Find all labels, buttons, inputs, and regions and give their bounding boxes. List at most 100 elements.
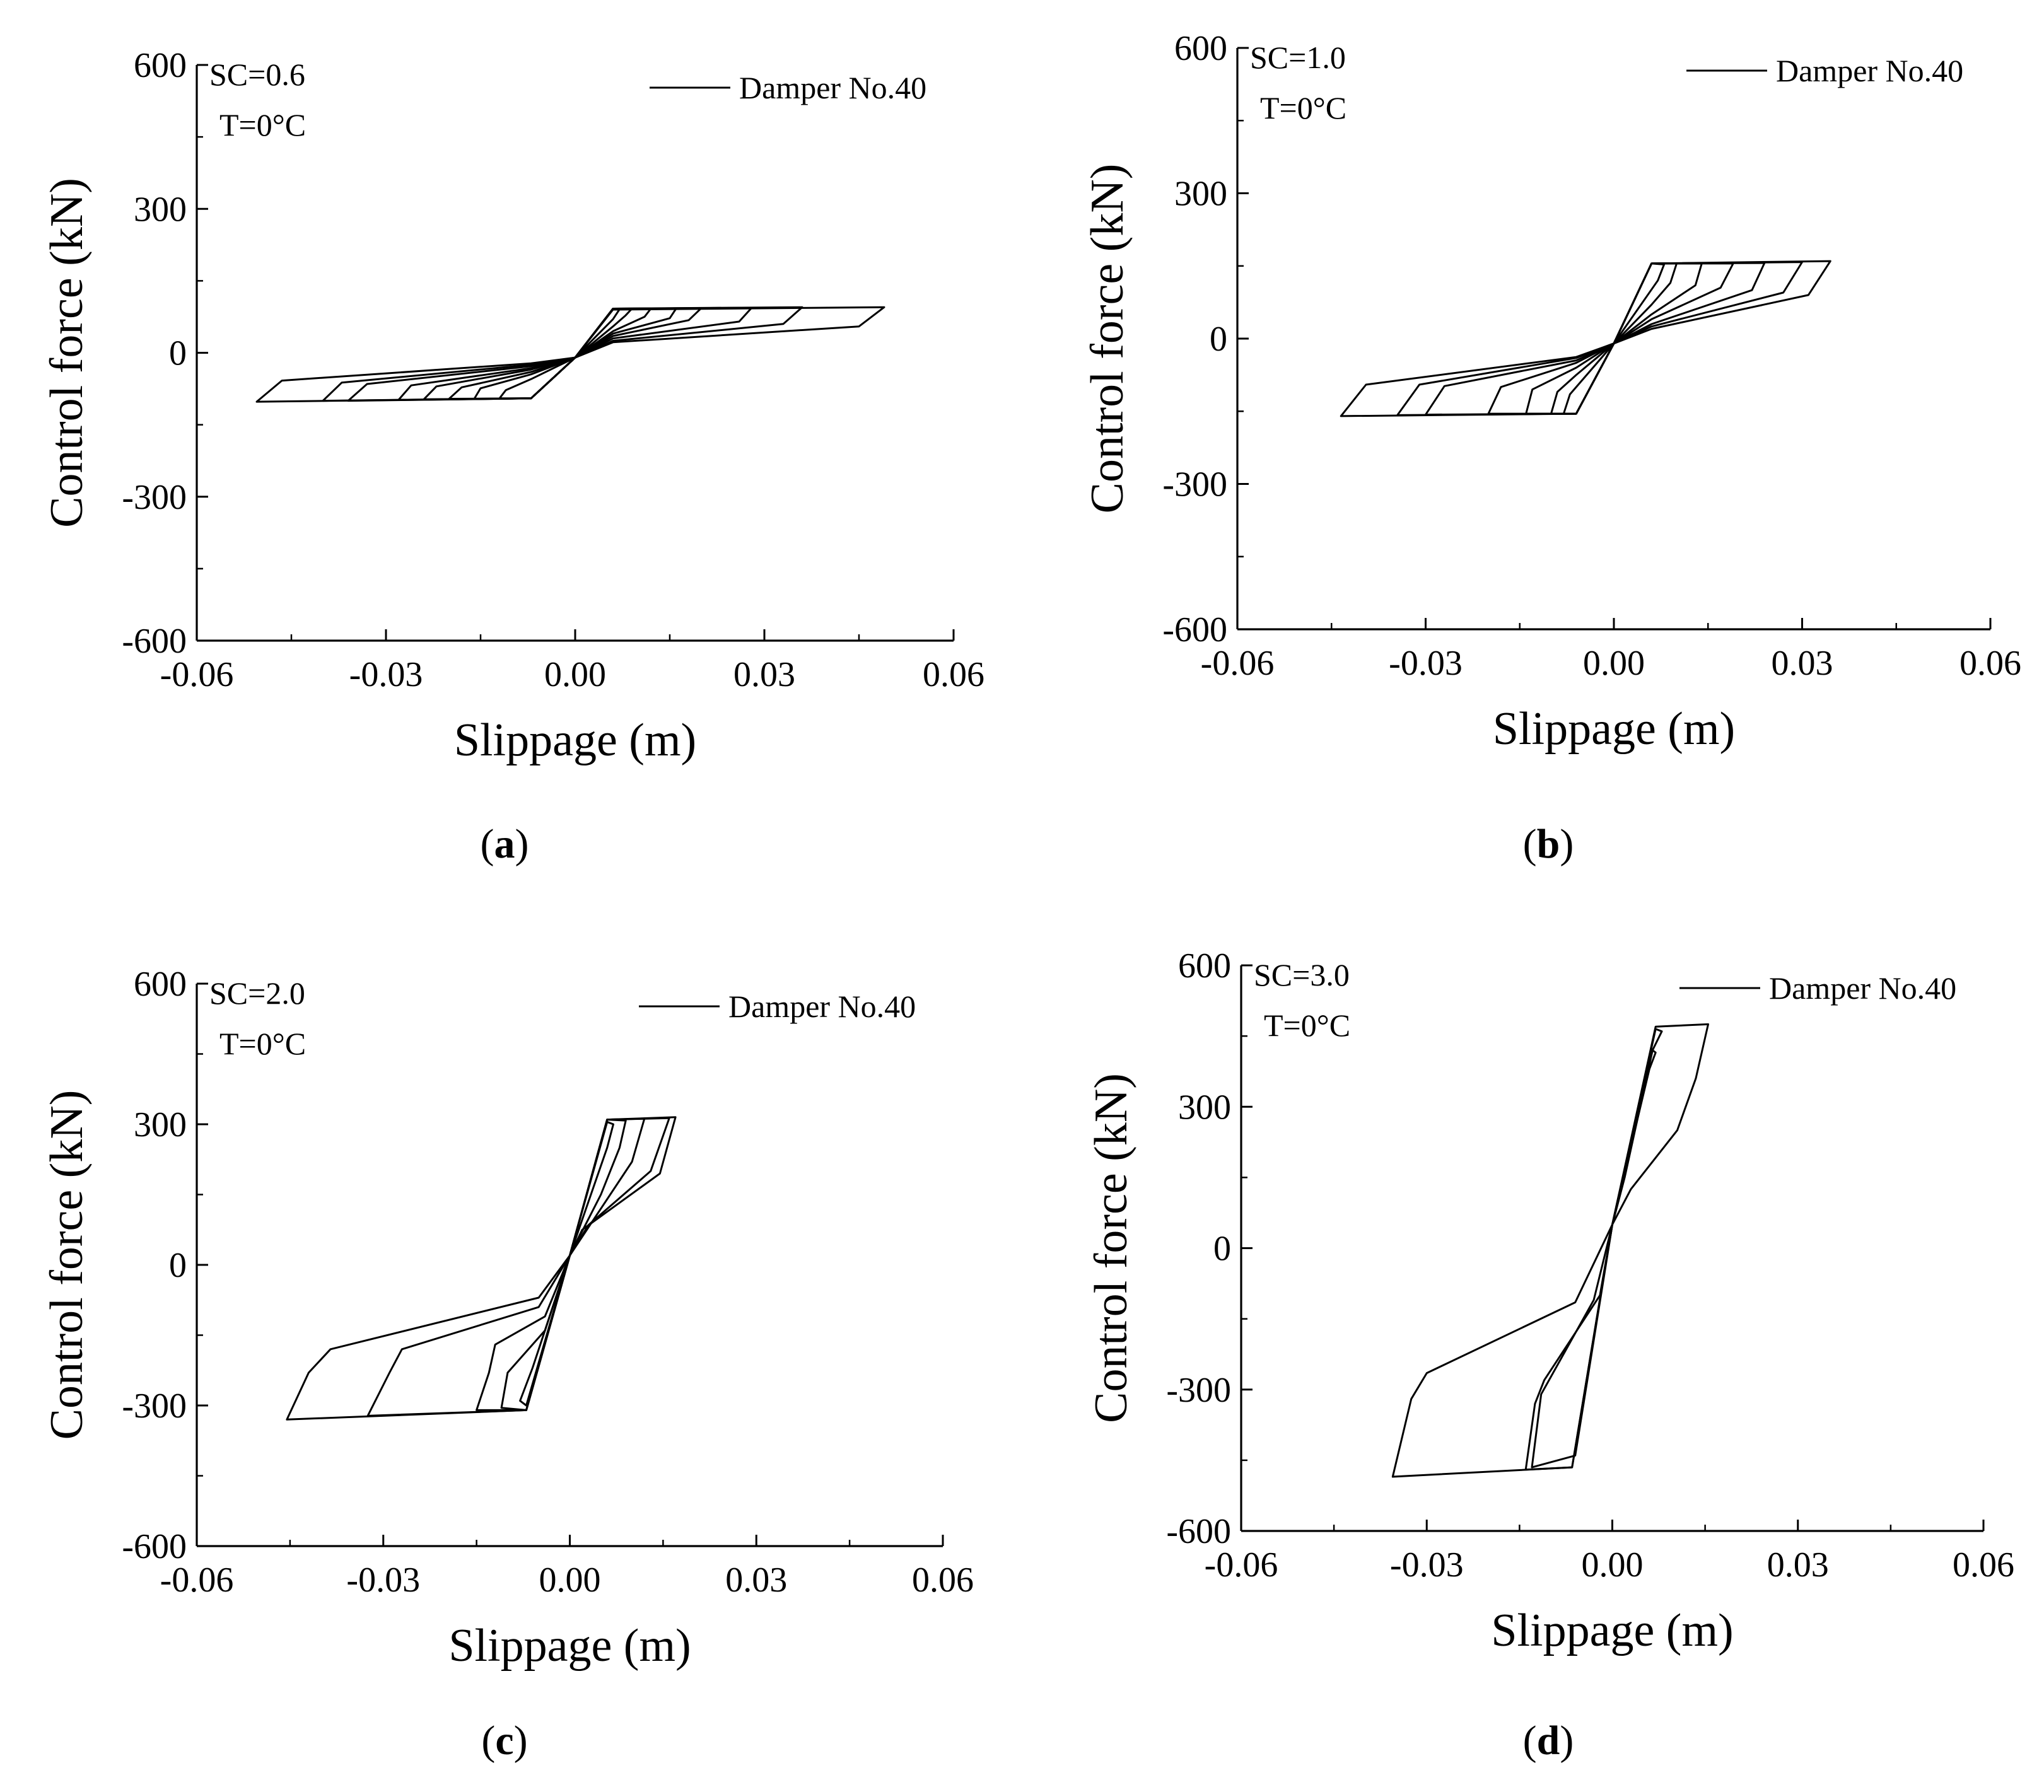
x-tick-label: 0.00 <box>544 655 606 694</box>
sc-annotation: SC=3.0 <box>1254 957 1350 992</box>
y-tick-label: 0 <box>169 1246 187 1285</box>
y-tick-label: 0 <box>169 334 187 373</box>
x-tick-label: -0.06 <box>1205 1545 1278 1585</box>
hysteresis-loop <box>347 306 753 402</box>
hysteresis-loop <box>498 308 621 400</box>
panel-label-close: ) <box>515 821 529 867</box>
legend-label: Damper No.40 <box>1769 970 1956 1006</box>
x-tick-label: -0.06 <box>160 1561 234 1600</box>
x-tick-label: 0.06 <box>912 1561 974 1600</box>
panel-label-close: ) <box>1560 821 1574 867</box>
y-tick-label: -300 <box>1166 1371 1231 1410</box>
y-tick-label: 600 <box>1178 946 1231 986</box>
x-tick-label: -0.03 <box>349 655 423 694</box>
legend-label: Damper No.40 <box>1776 53 1963 88</box>
y-tick-label: -600 <box>122 622 187 661</box>
panel-label-open: ( <box>1523 1718 1537 1764</box>
y-tick-label: 300 <box>134 190 187 229</box>
y-tick-label: 300 <box>1174 175 1227 214</box>
hysteresis-loop <box>1425 262 1766 416</box>
hysteresis-loop <box>1562 262 1666 415</box>
y-axis-title: Control force (kN) <box>1082 164 1133 514</box>
x-tick-label: -0.03 <box>1390 1545 1464 1585</box>
panel-label: (c) <box>481 1718 527 1764</box>
x-axis-title: Slippage (m) <box>454 714 696 766</box>
x-tick-label: 0.00 <box>539 1561 601 1600</box>
hysteresis-loop <box>322 306 803 402</box>
y-tick-label: -600 <box>1166 1512 1231 1551</box>
hysteresis-loop <box>1525 262 1703 415</box>
hysteresis-loop <box>473 308 633 400</box>
y-tick-label: 0 <box>1210 320 1227 359</box>
x-tick-label: -0.03 <box>1389 644 1463 683</box>
y-tick-label: -300 <box>1162 465 1227 504</box>
x-tick-label: 0.03 <box>1772 644 1833 683</box>
panel-label-letter: c <box>495 1718 513 1764</box>
panel-label-close: ) <box>1560 1718 1574 1764</box>
temperature-annotation: T=0°C <box>219 1026 306 1061</box>
x-tick-label: 0.03 <box>1767 1545 1829 1585</box>
x-tick-label: 0.03 <box>725 1561 787 1600</box>
x-tick-label: -0.03 <box>346 1561 420 1600</box>
panel-label-open: ( <box>1523 821 1537 867</box>
hysteresis-loop <box>1391 1023 1709 1478</box>
panel-label: (a) <box>481 821 529 867</box>
y-tick-label: -600 <box>122 1527 187 1566</box>
y-tick-label: 600 <box>134 46 187 85</box>
y-tick-label: 600 <box>134 965 187 1004</box>
y-tick-label: -300 <box>122 1387 187 1426</box>
x-tick-label: 0.00 <box>1582 1545 1644 1585</box>
y-axis-title: Control force (kN) <box>41 1090 93 1440</box>
sc-annotation: SC=0.6 <box>209 57 305 92</box>
legend-label: Damper No.40 <box>739 70 926 105</box>
temperature-annotation: T=0°C <box>219 107 306 143</box>
hysteresis-loop <box>448 308 652 400</box>
temperature-annotation: T=0°C <box>1260 90 1346 125</box>
hysteresis-loop <box>366 1117 670 1417</box>
hysteresis-loop <box>1396 261 1803 416</box>
x-tick-label: 0.00 <box>1583 644 1645 683</box>
chart-panel-d: 600 300 0 -300 -600-0.06 -0.03 0.00 0.03 0.06 Sli… <box>1085 946 2014 1764</box>
sc-annotation: SC=1.0 <box>1250 40 1346 75</box>
y-tick-label: 300 <box>134 1105 187 1144</box>
hysteresis-loop <box>519 1120 614 1407</box>
x-tick-label: 0.03 <box>733 655 795 694</box>
panel-label-letter: d <box>1537 1718 1560 1764</box>
hysteresis-loop <box>1550 262 1678 415</box>
y-tick-label: 300 <box>1178 1088 1231 1127</box>
y-tick-label: 600 <box>1174 29 1227 68</box>
hysteresis-loop <box>476 1117 646 1411</box>
x-tick-label: 0.06 <box>923 655 984 694</box>
panel-label: (b) <box>1523 821 1574 867</box>
y-axis-title: Control force (kN) <box>1085 1073 1137 1423</box>
hysteresis-loop <box>1487 262 1734 415</box>
panel-label: (d) <box>1523 1718 1574 1764</box>
y-axis-title: Control force (kN) <box>41 178 93 528</box>
panel-label-letter: b <box>1537 821 1560 867</box>
chart-panel-a: 600 300 0 -300 -600-0.06 -0.03 0.00 0.03 0.06 Sli… <box>41 46 984 867</box>
legend-label: Damper No.40 <box>728 989 916 1024</box>
x-axis-title: Slippage (m) <box>448 1620 691 1672</box>
hysteresis-loop <box>255 306 885 403</box>
hysteresis-loop <box>286 1116 677 1421</box>
panel-label-letter: a <box>494 821 515 867</box>
y-tick-label: 0 <box>1213 1230 1231 1269</box>
panel-label-open: ( <box>481 1718 495 1764</box>
hysteresis-loop <box>423 308 677 400</box>
x-tick-label: -0.06 <box>1201 644 1275 683</box>
x-tick-label: -0.06 <box>160 655 234 694</box>
x-axis-title: Slippage (m) <box>1493 703 1735 755</box>
chart-panel-c: 600 300 0 -300 -600-0.06 -0.03 0.00 0.03 0.06 Sli… <box>41 965 974 1764</box>
panel-label-close: ) <box>514 1718 528 1764</box>
y-tick-label: -600 <box>1162 610 1227 649</box>
x-tick-label: 0.06 <box>1959 644 2021 683</box>
x-axis-title: Slippage (m) <box>1491 1605 1733 1656</box>
panel-label-open: ( <box>481 821 494 867</box>
chart-panel-b: 600 300 0 -300 -600-0.06 -0.03 0.00 0.03 0.06 Sli… <box>1082 29 2021 867</box>
y-tick-label: -300 <box>122 478 187 517</box>
temperature-annotation: T=0°C <box>1264 1008 1350 1043</box>
x-tick-label: 0.06 <box>1953 1545 2014 1585</box>
sc-annotation: SC=2.0 <box>209 975 305 1011</box>
hysteresis-loop <box>1531 1049 1657 1469</box>
